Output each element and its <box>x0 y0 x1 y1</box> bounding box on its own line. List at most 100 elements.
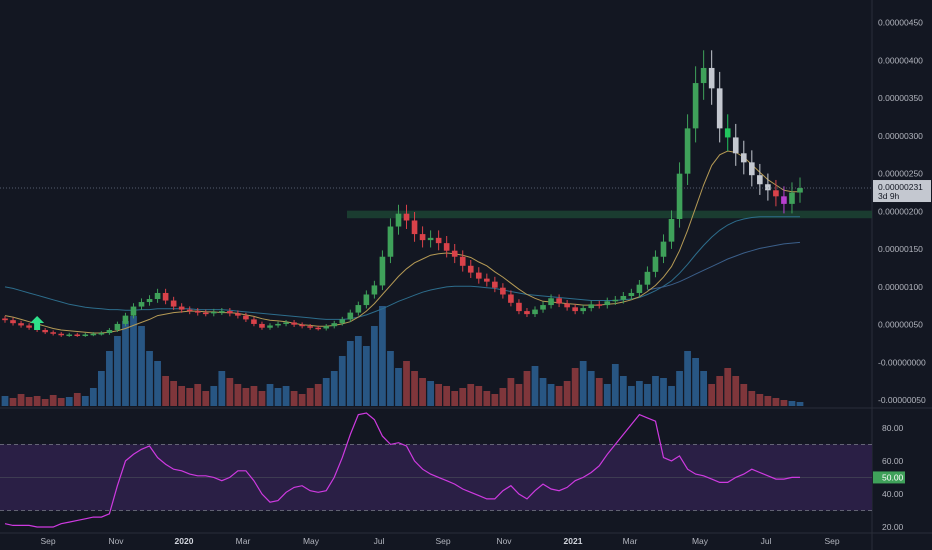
candle-body[interactable] <box>307 326 313 328</box>
candle-body[interactable] <box>708 67 715 89</box>
candle-body[interactable] <box>138 302 145 307</box>
candle-body[interactable] <box>636 284 643 293</box>
candle-body[interactable] <box>660 241 667 257</box>
candle-body[interactable] <box>781 196 787 204</box>
candle-body[interactable] <box>475 272 482 279</box>
candle-body[interactable] <box>492 281 498 288</box>
candle-body[interactable] <box>355 305 362 313</box>
candle-body[interactable] <box>82 334 89 337</box>
candle-body[interactable] <box>572 307 578 312</box>
candle-body[interactable] <box>644 271 651 285</box>
candle-body[interactable] <box>548 298 554 306</box>
candle-body[interactable] <box>556 298 562 304</box>
candle-body[interactable] <box>186 309 193 312</box>
candle-body[interactable] <box>291 322 297 325</box>
candle-body[interactable] <box>789 192 795 204</box>
candle-body[interactable] <box>467 265 474 273</box>
candle-body[interactable] <box>459 256 466 266</box>
candle-body[interactable] <box>2 318 8 321</box>
candle-body[interactable] <box>596 304 603 306</box>
candle-body[interactable] <box>387 226 394 257</box>
candle-body[interactable] <box>315 327 321 330</box>
candle-body[interactable] <box>106 329 113 333</box>
candle-body[interactable] <box>668 218 675 242</box>
candle-body[interactable] <box>724 128 731 138</box>
candle-body[interactable] <box>411 220 418 235</box>
candle-body[interactable] <box>765 184 771 191</box>
candle-body[interactable] <box>540 305 546 310</box>
candle-body[interactable] <box>484 278 490 282</box>
candle-body[interactable] <box>379 256 386 286</box>
candle-body[interactable] <box>114 323 121 330</box>
candle-body[interactable] <box>532 309 538 315</box>
candle-body[interactable] <box>10 320 16 324</box>
candle-body[interactable] <box>18 323 24 326</box>
candle-body[interactable] <box>692 83 699 129</box>
candle-body[interactable] <box>66 334 73 337</box>
candle-body[interactable] <box>435 237 442 244</box>
candle-body[interactable] <box>130 306 137 316</box>
candles-layer[interactable] <box>2 50 803 337</box>
candle-body[interactable] <box>419 234 426 241</box>
candle-body[interactable] <box>170 300 177 307</box>
candle-body[interactable] <box>395 213 402 227</box>
candle-body[interactable] <box>331 323 338 327</box>
candle-body[interactable] <box>403 213 410 221</box>
candle-body[interactable] <box>427 237 434 241</box>
candle-body[interactable] <box>251 319 257 324</box>
candle-body[interactable] <box>580 308 586 312</box>
candle-body[interactable] <box>122 315 129 324</box>
candle-body[interactable] <box>323 326 330 329</box>
candle-body[interactable] <box>676 173 683 219</box>
candle-body[interactable] <box>90 333 97 336</box>
candle-body[interactable] <box>227 311 233 314</box>
candle-body[interactable] <box>716 88 723 129</box>
candle-body[interactable] <box>42 329 48 333</box>
candle-body[interactable] <box>162 292 169 301</box>
candle-body[interactable] <box>612 299 619 302</box>
candle-body[interactable] <box>797 188 803 193</box>
candle-body[interactable] <box>299 324 305 327</box>
candle-body[interactable] <box>74 334 81 337</box>
candle-body[interactable] <box>700 67 707 84</box>
rsi-pane[interactable]: 80.00 60.00 40.00 20.00 50.00 <box>0 412 905 532</box>
candle-body[interactable] <box>740 153 747 163</box>
candle-body[interactable] <box>604 301 611 306</box>
candle-body[interactable] <box>588 304 595 309</box>
candle-body[interactable] <box>773 190 779 197</box>
rsi-line[interactable] <box>4 412 800 528</box>
candle-body[interactable] <box>652 256 659 272</box>
candle-body[interactable] <box>443 243 450 251</box>
candle-body[interactable] <box>235 313 241 316</box>
candle-body[interactable] <box>202 312 209 315</box>
candle-body[interactable] <box>275 323 281 326</box>
candle-body[interactable] <box>283 322 289 324</box>
candle-body[interactable] <box>347 312 354 320</box>
candle-body[interactable] <box>243 315 249 320</box>
candle-body[interactable] <box>684 128 691 174</box>
candle-body[interactable] <box>451 250 458 257</box>
candle-body[interactable] <box>524 311 530 315</box>
candle-body[interactable] <box>58 333 65 336</box>
candle-body[interactable] <box>564 303 570 308</box>
candle-body[interactable] <box>516 302 522 312</box>
candle-body[interactable] <box>508 294 514 303</box>
candle-body[interactable] <box>339 319 346 324</box>
candle-body[interactable] <box>371 285 378 295</box>
candle-body[interactable] <box>98 333 105 335</box>
candle-body[interactable] <box>500 287 506 295</box>
candle-body[interactable] <box>363 294 370 306</box>
candle-body[interactable] <box>194 311 201 313</box>
candle-body[interactable] <box>210 311 217 314</box>
candle-body[interactable] <box>178 306 185 310</box>
candle-body[interactable] <box>628 292 635 296</box>
candle-body[interactable] <box>154 292 161 300</box>
candle-body[interactable] <box>749 162 755 176</box>
candle-body[interactable] <box>26 325 32 328</box>
candle-body[interactable] <box>620 296 627 300</box>
candle-body[interactable] <box>757 175 763 185</box>
candle-body[interactable] <box>146 299 153 303</box>
candle-body[interactable] <box>267 325 273 328</box>
